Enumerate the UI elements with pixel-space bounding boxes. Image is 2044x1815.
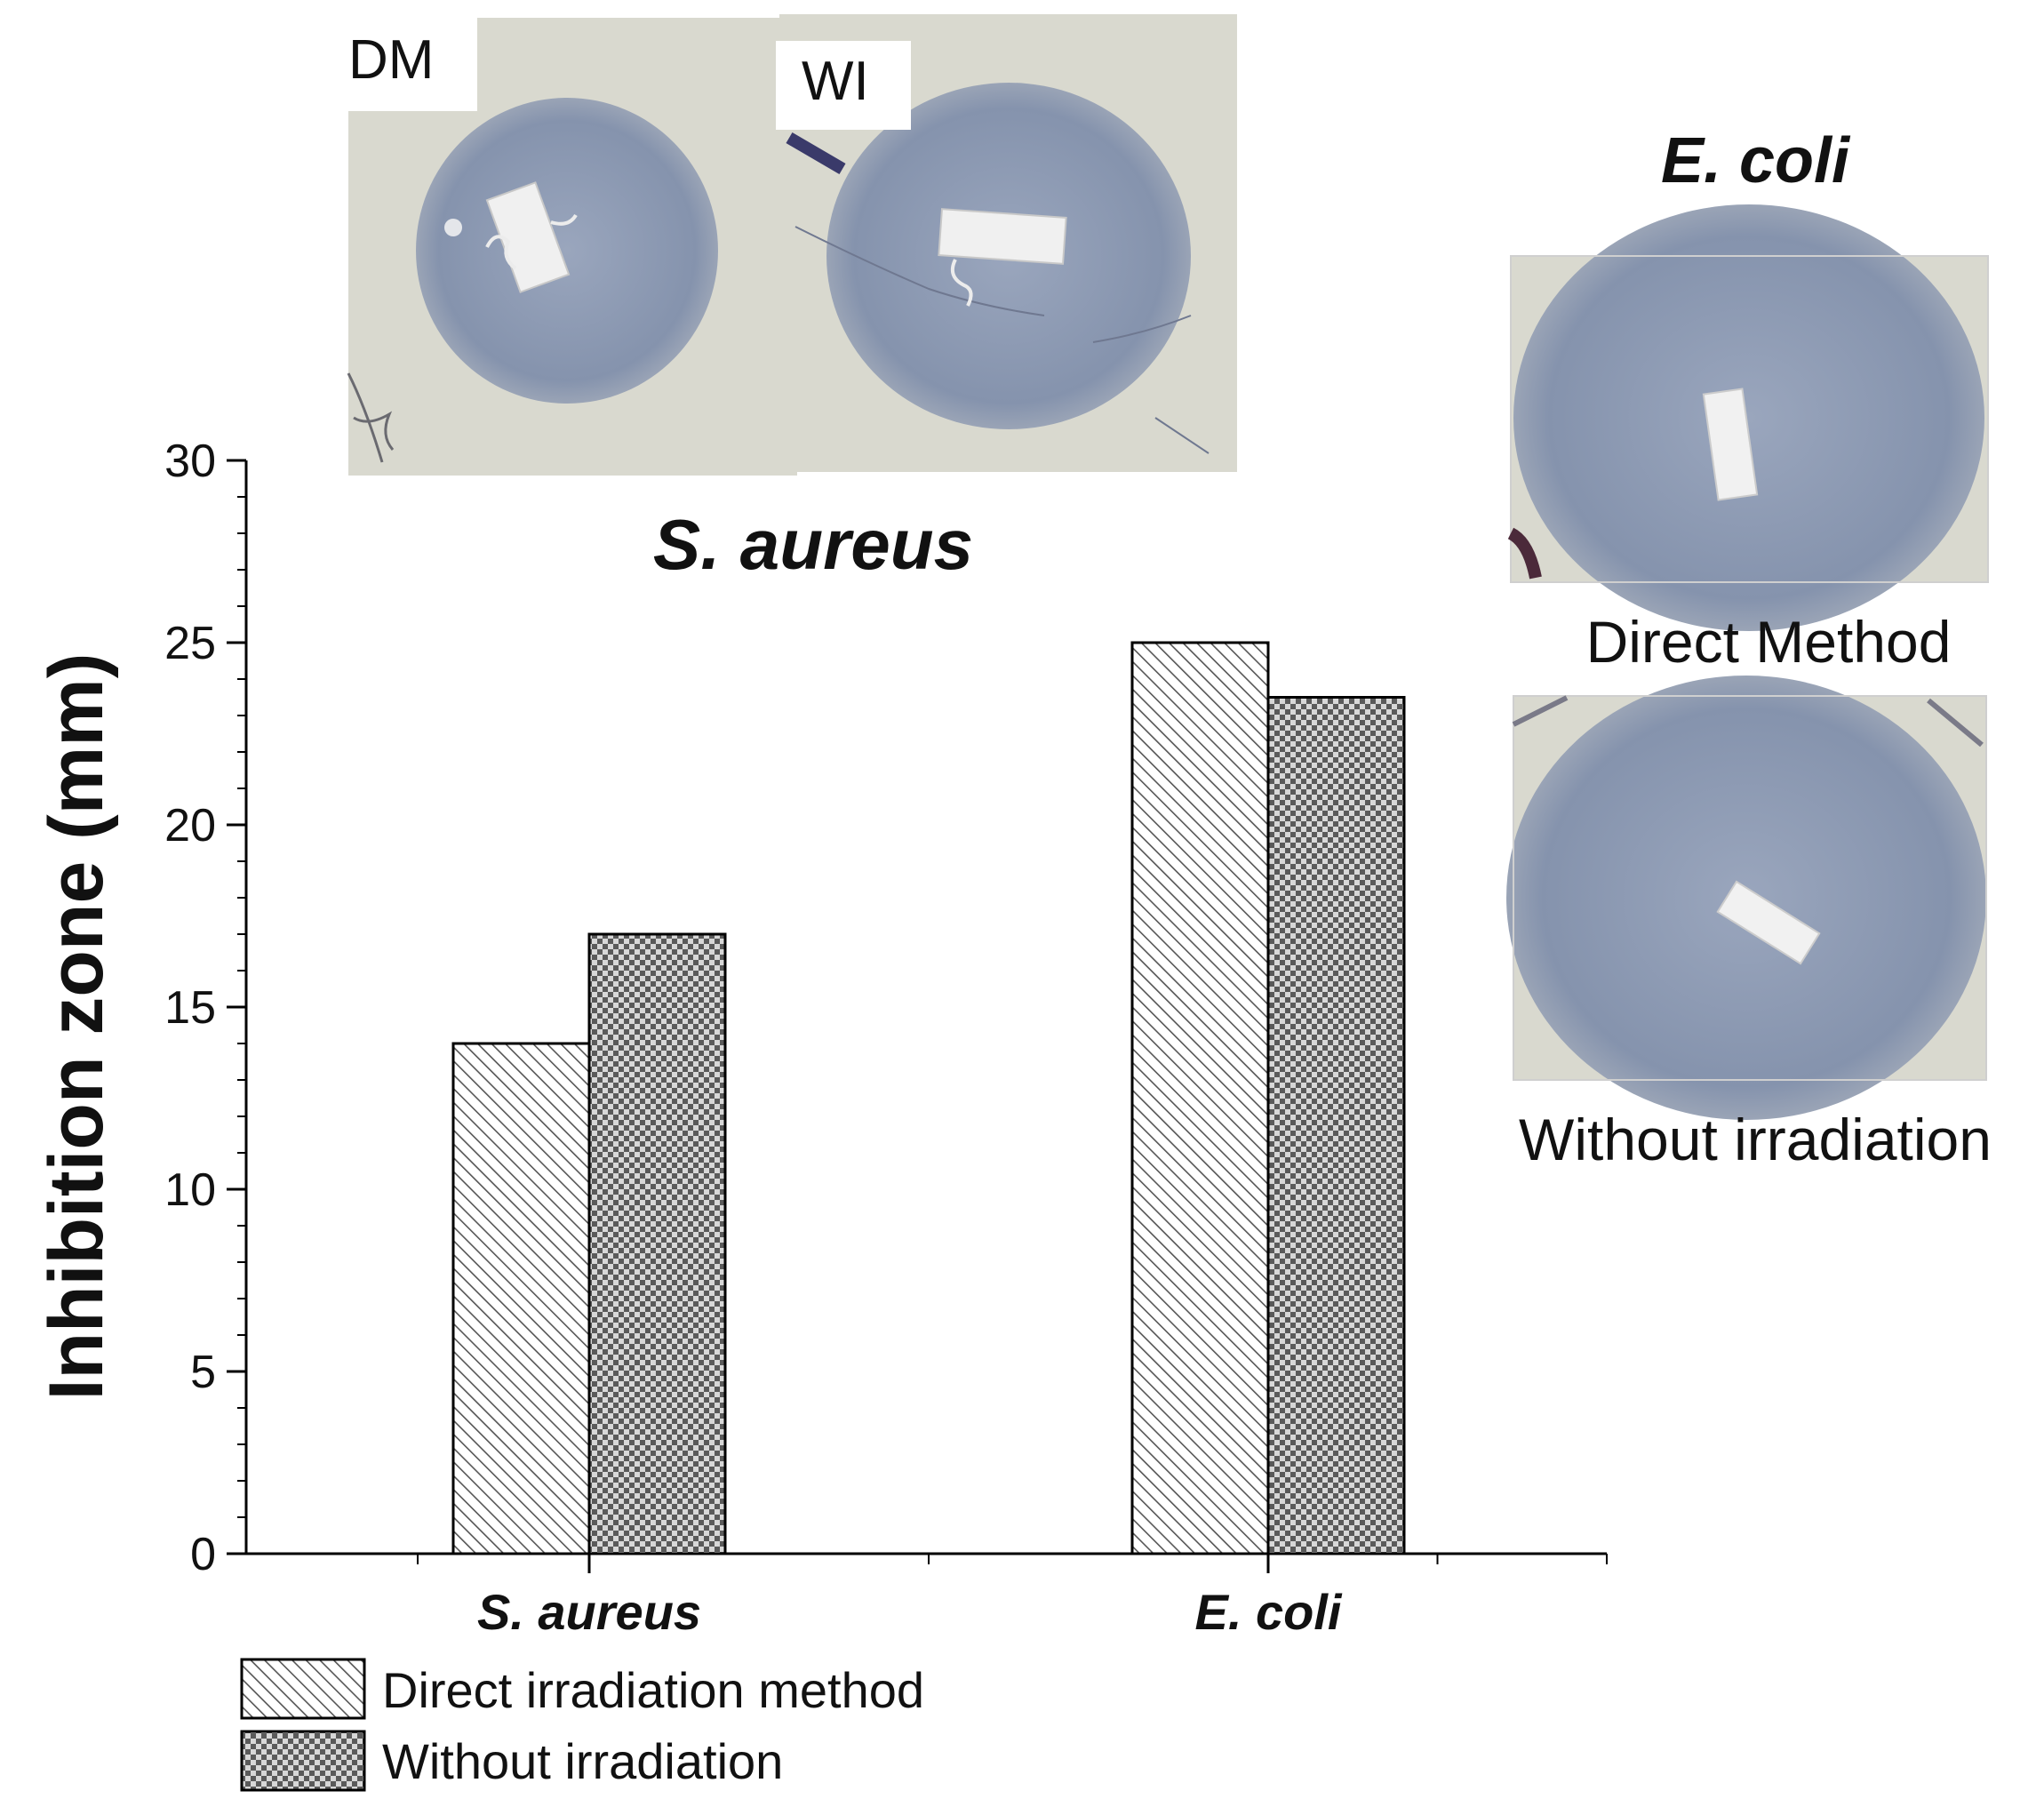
y-tick-label: 15	[164, 982, 216, 1034]
ecoli-without-irradiation-photo	[1506, 676, 1987, 1120]
bars-layer	[451, 641, 1406, 1555]
dm-label: DM	[348, 29, 434, 91]
specimen-strip	[938, 208, 1067, 307]
without-irradiation-caption: Without irradiation	[1519, 1107, 1992, 1172]
legend-entry-without: Without irradiation	[240, 1730, 783, 1792]
chart-title: S. aureus	[653, 505, 973, 584]
x-category-label: S. aureus	[477, 1584, 701, 1640]
bar-e-coli-series-0	[1130, 641, 1270, 1555]
legend-label-direct: Direct irradiation method	[382, 1662, 924, 1718]
labels-layer: 0 5 10 15 20 25 30 S. aureus E. coli	[164, 436, 1343, 1640]
bar-s-aureus-series-1	[587, 932, 727, 1555]
legend-swatch-checkered	[240, 1730, 366, 1792]
y-tick-label: 0	[190, 1529, 216, 1580]
legend: Direct irradiation method Without irradi…	[240, 1658, 924, 1792]
legend-swatch-diagonal-hatch	[240, 1658, 366, 1720]
bar-chart: 0 5 10 15 20 25 30 S. aureus E. coli	[164, 436, 1608, 1640]
bar-e-coli-series-1	[1266, 696, 1406, 1555]
ecoli-direct-method-photo	[1507, 204, 1989, 631]
legend-label-without: Without irradiation	[382, 1733, 783, 1789]
axes-layer	[227, 459, 1608, 1573]
bar-s-aureus-series-0	[451, 1042, 591, 1555]
dm-plate-photo: DM	[347, 18, 797, 476]
legend-entry-direct: Direct irradiation method	[240, 1658, 924, 1720]
wi-plate-photo: WI	[776, 14, 1237, 472]
y-tick-label: 30	[164, 436, 216, 487]
y-axis-label: Inhibition zone (mm)	[34, 653, 119, 1401]
wi-label: WI	[802, 51, 869, 112]
direct-method-caption: Direct Method	[1586, 609, 1952, 675]
x-category-label: E. coli	[1195, 1584, 1343, 1640]
right-photos-title: E. coli	[1661, 125, 1851, 196]
specimen-strip	[444, 181, 578, 293]
y-tick-label: 25	[164, 618, 216, 669]
y-tick-label: 5	[190, 1347, 216, 1398]
y-tick-label: 20	[164, 800, 216, 852]
y-tick-label: 10	[164, 1164, 216, 1216]
